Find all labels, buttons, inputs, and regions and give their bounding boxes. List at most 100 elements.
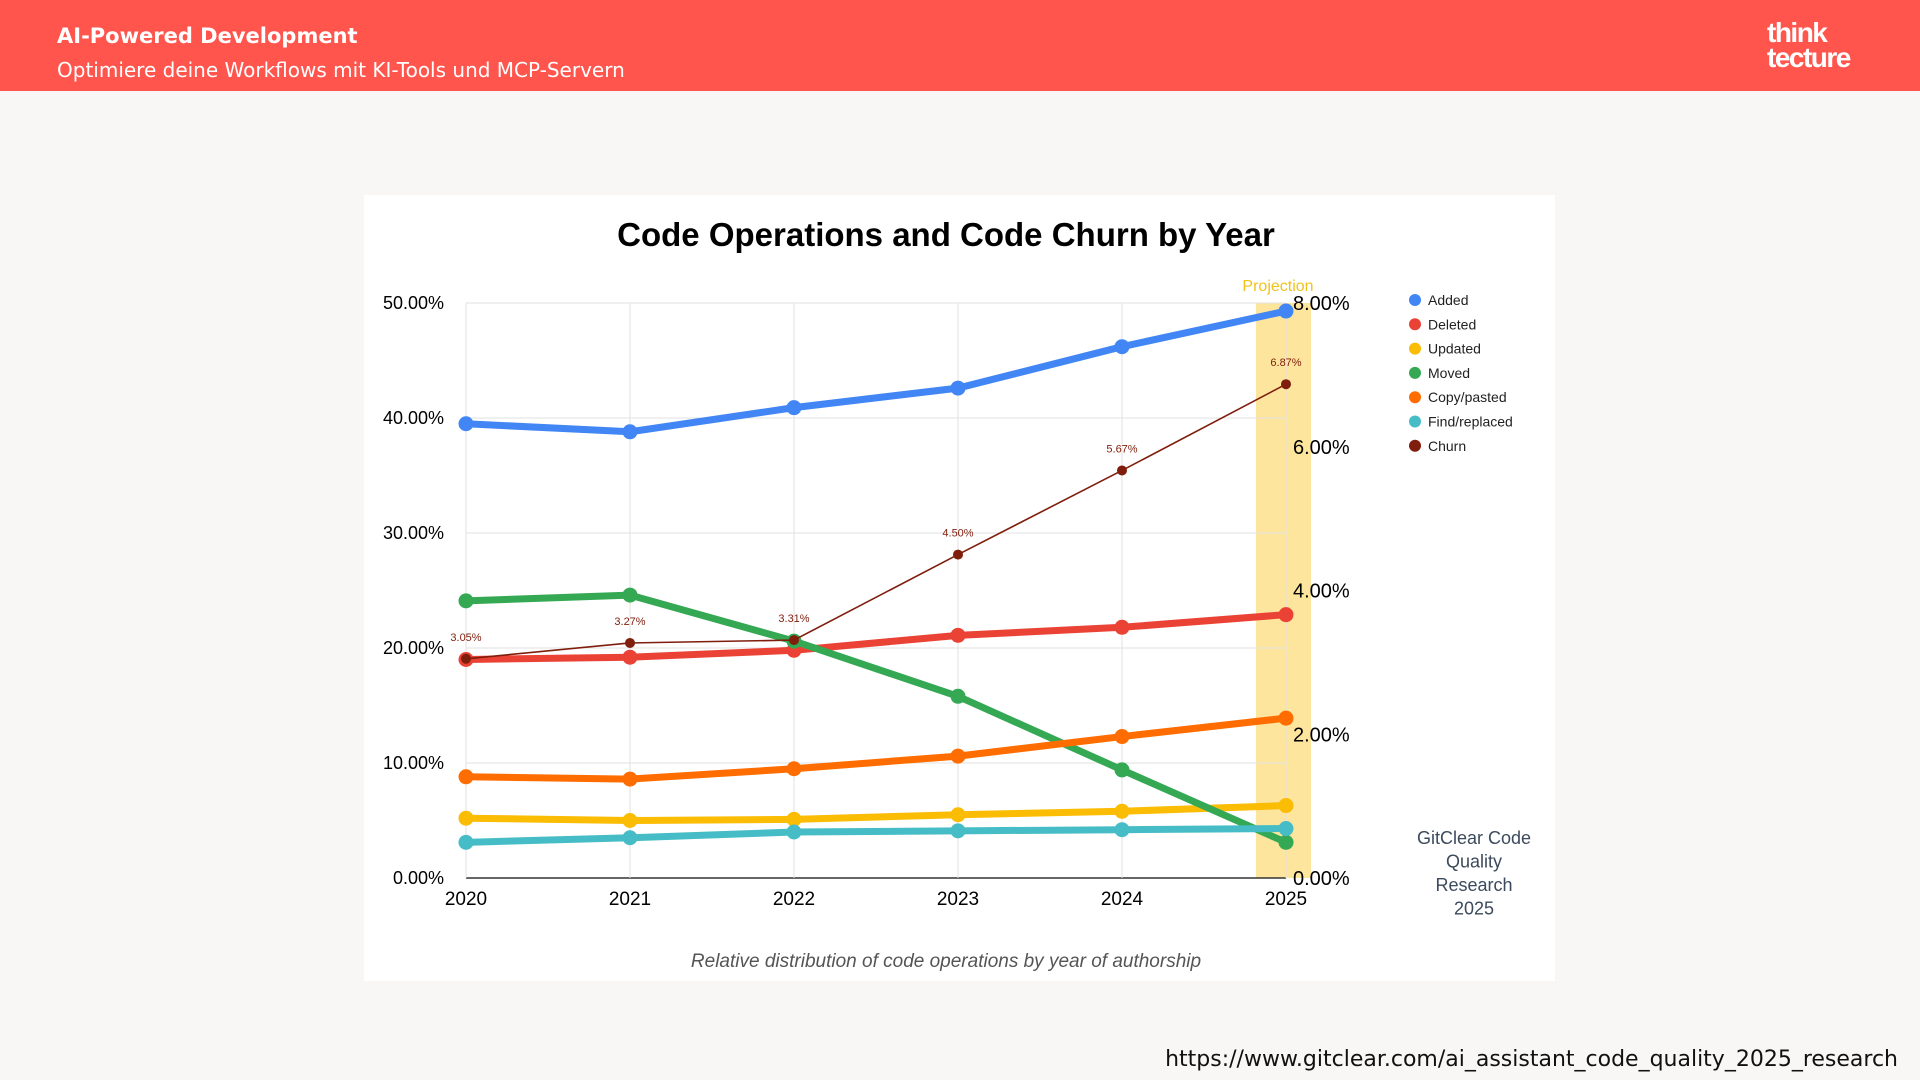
x-tick-label: 2025: [1265, 889, 1307, 910]
x-tick-label: 2020: [445, 889, 487, 910]
data-point: [1117, 465, 1127, 476]
data-point: [789, 635, 799, 646]
data-point: [953, 549, 963, 560]
projection-band: [1256, 303, 1311, 878]
y-right-tick-label: 0.00%: [1293, 868, 1350, 890]
data-point: [622, 813, 638, 828]
slide-header: AI-Powered Development Optimiere deine W…: [0, 0, 1920, 91]
y-left-tick-label: 30.00%: [383, 523, 444, 543]
legend-label: Find/replaced: [1428, 414, 1513, 430]
data-point: [950, 627, 966, 643]
data-label: 3.31%: [778, 613, 809, 625]
series-line-copy-pasted: [462, 714, 1290, 783]
data-point: [622, 649, 638, 665]
slide-title: AI-Powered Development: [57, 24, 358, 48]
y-left-tick-label: 0.00%: [393, 868, 444, 888]
data-point: [950, 688, 966, 704]
data-point: [458, 416, 474, 432]
data-point: [786, 400, 802, 416]
y-right-tick-label: 8.00%: [1293, 293, 1350, 315]
thinktecture-logo: think tecture: [1767, 17, 1851, 73]
annotation-line: Quality: [1446, 852, 1502, 872]
data-point: [1278, 303, 1294, 319]
legend-marker: [1409, 439, 1421, 452]
y-left-tick-label: 10.00%: [383, 753, 444, 773]
annotation-line: Research: [1435, 875, 1512, 895]
data-point: [1114, 339, 1130, 355]
legend-label: Copy/pasted: [1428, 389, 1507, 405]
data-point: [1114, 729, 1130, 745]
series-line-added: [462, 307, 1290, 436]
data-point: [1278, 798, 1294, 814]
data-point: [1278, 834, 1294, 850]
data-point: [622, 587, 638, 603]
data-point: [458, 810, 474, 826]
logo-line-1: think: [1767, 17, 1828, 48]
legend-label: Added: [1428, 292, 1468, 308]
source-link[interactable]: https://www.gitclear.com/ai_assistant_co…: [1165, 1047, 1898, 1072]
data-point: [1278, 821, 1294, 837]
y-left-tick-label: 40.00%: [383, 408, 444, 428]
data-point: [1278, 607, 1294, 623]
data-point: [1114, 822, 1130, 838]
data-point: [458, 834, 474, 850]
logo-line-2: tecture: [1767, 42, 1851, 73]
legend-label: Moved: [1428, 365, 1470, 381]
data-point: [950, 823, 966, 839]
chart-subtitle: Relative distribution of code operations…: [691, 951, 1201, 972]
data-point: [622, 771, 638, 787]
data-point: [1278, 710, 1294, 726]
x-tick-label: 2022: [773, 889, 815, 910]
x-tick-label: 2023: [937, 889, 979, 910]
data-point: [458, 769, 474, 785]
y-right-tick-label: 2.00%: [1293, 724, 1350, 746]
data-point: [786, 761, 802, 777]
data-point: [950, 807, 966, 823]
legend-label: Churn: [1428, 438, 1466, 454]
data-point: [622, 830, 638, 846]
data-point: [1114, 803, 1130, 819]
y-left-tick-label: 50.00%: [383, 293, 444, 313]
data-label: 3.05%: [450, 632, 481, 644]
legend-marker: [1409, 415, 1421, 428]
chart-card: Projection Code Operations and Code Churn…: [364, 195, 1555, 981]
y-left-tick-label: 20.00%: [383, 638, 444, 658]
data-point: [950, 380, 966, 396]
y-right-tick-label: 4.00%: [1293, 581, 1350, 603]
series-line-deleted: [462, 611, 1290, 663]
series-line-find-replaced: [462, 825, 1290, 846]
legend-marker: [1409, 294, 1421, 306]
legend-marker: [1409, 318, 1421, 331]
data-point: [622, 424, 638, 440]
slide-subtitle: Optimiere deine Workflows mit KI-Tools u…: [57, 58, 625, 82]
data-point: [786, 811, 802, 827]
legend-marker: [1409, 366, 1421, 379]
series-line-churn: [465, 383, 1287, 660]
code-operations-chart: Projection Code Operations and Code Churn…: [383, 216, 1531, 972]
data-point: [1114, 762, 1130, 778]
annotation-line: 2025: [1454, 899, 1494, 919]
data-point: [786, 824, 802, 840]
series-line-updated: [462, 802, 1290, 824]
legend-label: Deleted: [1428, 316, 1476, 332]
projection-label: Projection: [1242, 278, 1313, 295]
legend-marker: [1409, 391, 1421, 404]
data-label: 5.67%: [1106, 443, 1137, 455]
data-label: 6.87%: [1270, 357, 1301, 369]
data-label: 4.50%: [942, 528, 973, 540]
y-right-tick-label: 6.00%: [1293, 437, 1350, 459]
data-label: 3.27%: [614, 616, 645, 628]
chart-title: Code Operations and Code Churn by Year: [617, 216, 1275, 253]
series-line-moved: [462, 591, 1290, 846]
data-point: [458, 593, 474, 609]
annotation-line: GitClear Code: [1417, 828, 1531, 848]
legend-marker: [1409, 342, 1421, 355]
data-point: [1281, 379, 1291, 390]
data-point: [950, 748, 966, 764]
data-point: [461, 653, 471, 664]
legend-label: Updated: [1428, 341, 1481, 357]
data-point: [625, 637, 635, 648]
x-tick-label: 2021: [609, 889, 651, 910]
x-tick-label: 2024: [1101, 889, 1144, 910]
data-point: [1114, 619, 1130, 635]
